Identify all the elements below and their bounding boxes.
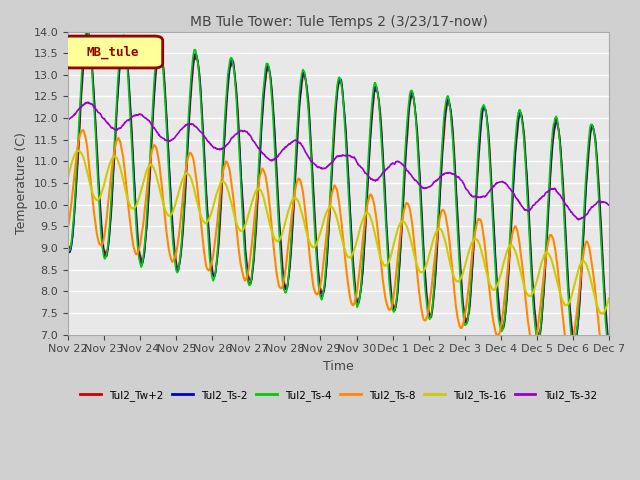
Tul2_Ts-32 — [372, 177, 380, 183]
Tul2_Ts-32 — [315, 164, 323, 170]
Tul2_Tw+2 — [294, 132, 301, 137]
Tul2_Ts-16 — [598, 311, 605, 317]
Line: Tul2_Tw+2: Tul2_Tw+2 — [68, 32, 609, 341]
Tul2_Ts-16 — [315, 235, 323, 240]
Line: Tul2_Ts-32: Tul2_Ts-32 — [68, 102, 609, 220]
Tul2_Ts-4 — [372, 83, 380, 89]
Tul2_Ts-8 — [372, 214, 380, 220]
Tul2_Ts-2 — [305, 112, 313, 118]
Tul2_Ts-32 — [294, 139, 301, 145]
Tul2_Ts-4 — [605, 348, 612, 354]
Tul2_Ts-32 — [605, 203, 612, 208]
Tul2_Ts-2 — [372, 84, 380, 89]
Line: Tul2_Ts-2: Tul2_Ts-2 — [68, 32, 609, 346]
Tul2_Ts-2 — [129, 143, 136, 149]
Tul2_Ts-32 — [84, 99, 92, 105]
Tul2_Ts-16 — [372, 237, 380, 243]
Tul2_Ts-8 — [106, 180, 114, 186]
Tul2_Ts-2 — [83, 29, 91, 35]
Tul2_Ts-8 — [601, 355, 609, 360]
Y-axis label: Temperature (C): Temperature (C) — [15, 132, 28, 234]
Tul2_Ts-32 — [106, 123, 114, 129]
X-axis label: Time: Time — [323, 360, 354, 373]
Tul2_Ts-16 — [305, 238, 313, 244]
Tul2_Ts-4 — [83, 26, 91, 32]
Tul2_Ts-4 — [106, 212, 114, 218]
Tul2_Tw+2 — [64, 240, 72, 245]
Tul2_Ts-4 — [129, 153, 136, 158]
Tul2_Ts-8 — [79, 127, 87, 133]
Tul2_Ts-4 — [294, 113, 301, 119]
Tul2_Ts-16 — [106, 160, 114, 166]
Tul2_Ts-16 — [74, 147, 82, 153]
Tul2_Ts-8 — [294, 177, 301, 182]
Tul2_Ts-4 — [64, 248, 72, 253]
Tul2_Ts-32 — [129, 114, 136, 120]
Tul2_Tw+2 — [605, 338, 612, 344]
Tul2_Ts-2 — [64, 243, 72, 249]
Line: Tul2_Ts-16: Tul2_Ts-16 — [68, 150, 609, 314]
Tul2_Ts-16 — [294, 198, 301, 204]
Tul2_Tw+2 — [305, 106, 313, 112]
Tul2_Ts-32 — [64, 117, 72, 123]
Tul2_Ts-4 — [305, 119, 313, 125]
Tul2_Tw+2 — [315, 273, 323, 278]
Tul2_Tw+2 — [129, 136, 136, 142]
Tul2_Ts-8 — [605, 345, 612, 351]
Line: Tul2_Ts-4: Tul2_Ts-4 — [68, 29, 609, 351]
Tul2_Ts-16 — [129, 206, 136, 212]
FancyBboxPatch shape — [63, 36, 163, 68]
Tul2_Ts-16 — [64, 174, 72, 180]
Tul2_Ts-8 — [315, 288, 323, 294]
Tul2_Ts-4 — [315, 285, 323, 291]
Legend: Tul2_Tw+2, Tul2_Ts-2, Tul2_Ts-4, Tul2_Ts-8, Tul2_Ts-16, Tul2_Ts-32: Tul2_Tw+2, Tul2_Ts-2, Tul2_Ts-4, Tul2_Ts… — [76, 386, 601, 405]
Line: Tul2_Ts-8: Tul2_Ts-8 — [68, 130, 609, 358]
Tul2_Ts-2 — [106, 219, 114, 225]
Tul2_Ts-32 — [575, 217, 582, 223]
Tul2_Ts-8 — [305, 247, 313, 252]
Title: MB Tule Tower: Tule Temps 2 (3/23/17-now): MB Tule Tower: Tule Temps 2 (3/23/17-now… — [189, 15, 488, 29]
Tul2_Ts-2 — [605, 343, 612, 348]
Text: MB_tule: MB_tule — [86, 45, 139, 59]
Tul2_Ts-32 — [305, 155, 313, 161]
Tul2_Tw+2 — [372, 88, 380, 94]
Tul2_Ts-2 — [315, 277, 323, 283]
Tul2_Ts-8 — [129, 236, 136, 241]
Tul2_Tw+2 — [84, 29, 92, 35]
Tul2_Ts-16 — [605, 295, 612, 301]
Tul2_Ts-8 — [64, 225, 72, 231]
Tul2_Tw+2 — [106, 224, 114, 230]
Tul2_Ts-2 — [294, 123, 301, 129]
